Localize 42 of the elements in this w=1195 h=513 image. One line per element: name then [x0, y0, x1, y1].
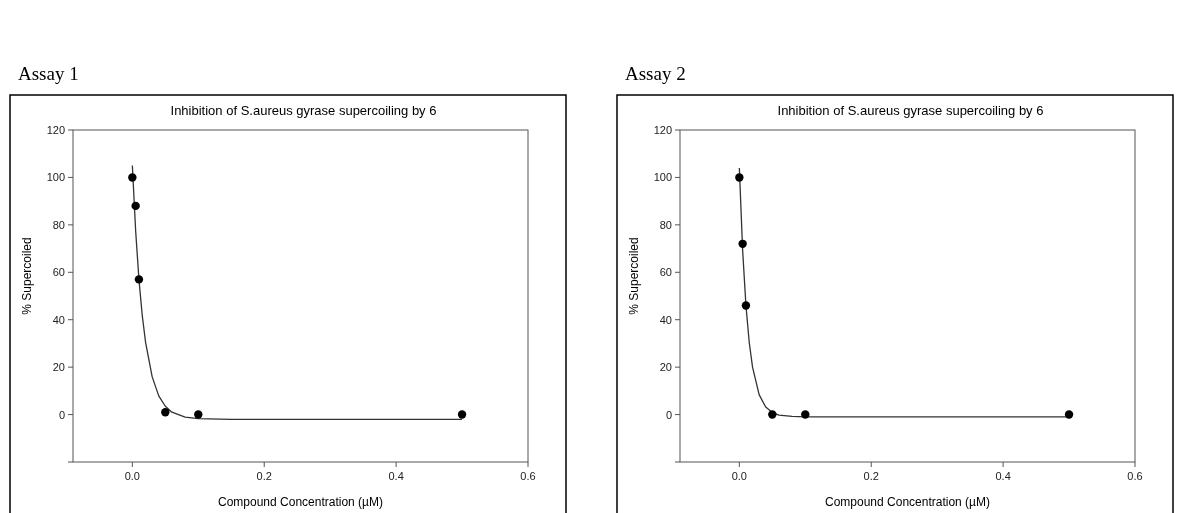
point — [741, 301, 751, 310]
y-tick-label: 0 — [665, 408, 672, 421]
y-tick-label: 40 — [52, 313, 65, 326]
point — [128, 173, 137, 182]
point — [801, 410, 810, 419]
y-tick-label: 0 — [58, 408, 65, 421]
point — [738, 239, 747, 249]
text: Assay 1 — [18, 63, 79, 84]
x-tick-label: 0.0 — [731, 470, 747, 482]
x-tick-label: 0.6 — [520, 470, 536, 482]
y-tick-label: 20 — [659, 361, 672, 374]
point — [735, 173, 744, 182]
point — [131, 201, 140, 211]
y-tick-label: 60 — [659, 266, 672, 279]
point — [194, 410, 203, 419]
text: Assay 2 — [625, 63, 686, 84]
chart-title: Inhibition of S.aureus gyrase supercoiling by 6 — [777, 103, 1044, 118]
point — [161, 408, 170, 417]
y-tick-label: 120 — [653, 124, 672, 136]
y-tick-label: 80 — [52, 218, 65, 231]
y-tick-label: 20 — [52, 361, 65, 374]
chart-title: Inhibition of S.aureus gyrase supercoiling by 6 — [170, 103, 437, 118]
y-tick-label: 120 — [46, 124, 65, 136]
x-tick-label: 0.4 — [995, 470, 1011, 482]
x-tick-label: 0.0 — [124, 470, 140, 482]
x-tick-label: 0.2 — [863, 470, 879, 482]
x-tick-label: 0.2 — [256, 470, 272, 482]
y-tick-label: 40 — [659, 313, 672, 326]
x-axis-title: Compound Concentration (µM) — [825, 495, 990, 509]
y-tick-label: 100 — [653, 171, 672, 184]
point — [457, 410, 467, 419]
x-axis-title: Compound Concentration (µM) — [218, 495, 383, 509]
point — [134, 275, 144, 284]
y-tick-label: 100 — [46, 171, 65, 184]
x-tick-label: 0.4 — [388, 470, 404, 482]
point — [768, 410, 777, 419]
y-axis-title: % Supercoiled — [20, 237, 34, 315]
y-tick-label: 80 — [659, 218, 672, 231]
y-axis-title: % Supercoiled — [627, 237, 641, 315]
x-tick-label: 0.6 — [1127, 470, 1143, 482]
y-tick-label: 60 — [52, 266, 65, 279]
point — [1064, 410, 1074, 419]
